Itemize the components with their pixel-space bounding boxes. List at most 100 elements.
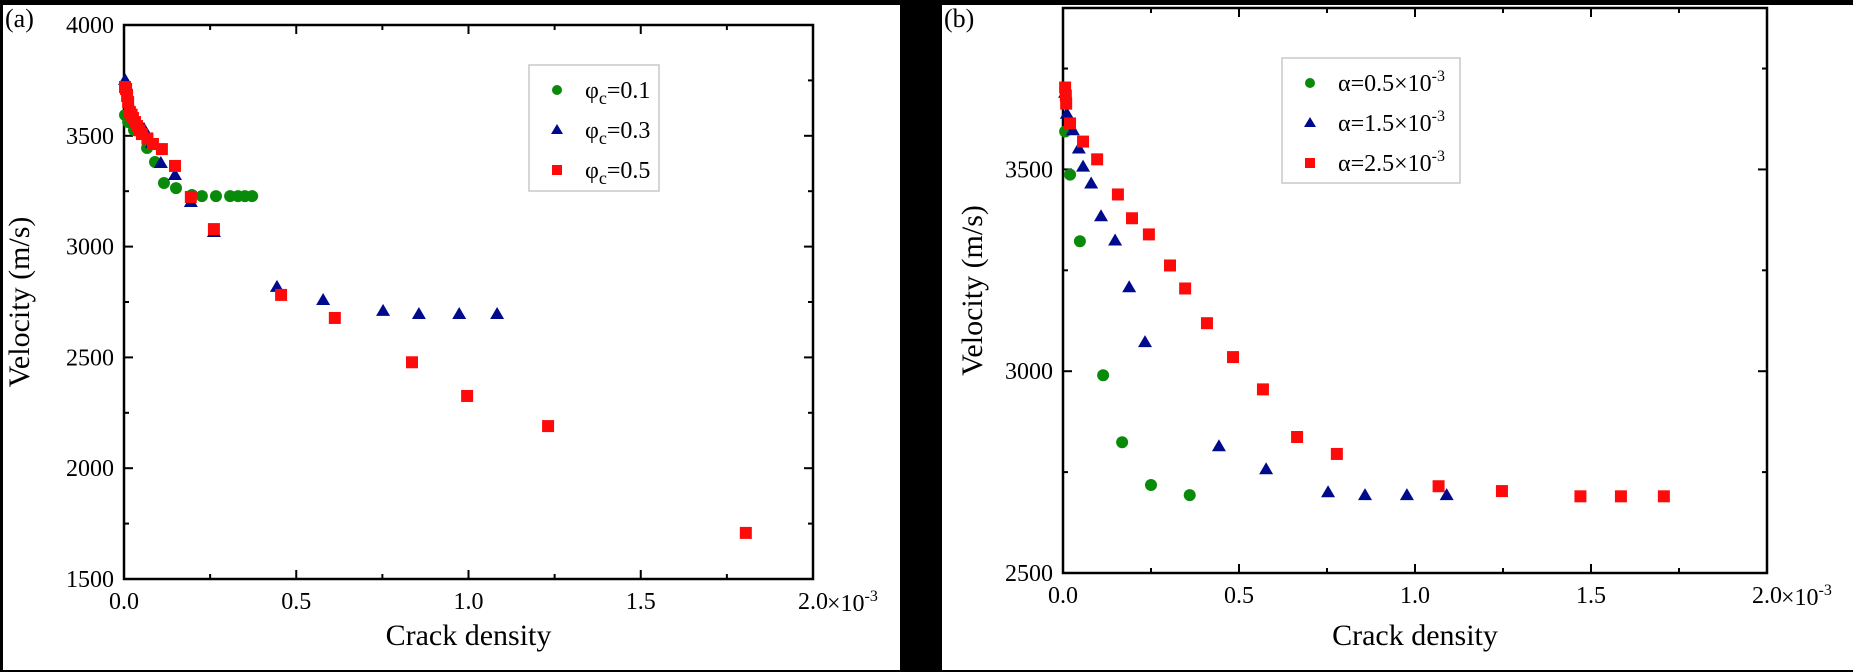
data-point-triangle (1399, 488, 1414, 501)
data-point-circle (1145, 479, 1157, 492)
y-tick-label: 3500 (1005, 157, 1053, 183)
y-axis-label: Velocity (m/s) (956, 205, 989, 376)
data-point-circle (170, 182, 183, 195)
series-square (119, 81, 752, 539)
data-point-square (406, 356, 419, 369)
y-tick-label: 1500 (66, 567, 114, 593)
x-tick-label: 2.0 (798, 589, 828, 615)
data-point-square (275, 288, 288, 301)
y-tick-label: 3000 (1005, 359, 1053, 385)
data-point-square (542, 420, 555, 433)
data-point-triangle (1094, 209, 1109, 222)
legend-value: =0.5 (607, 158, 651, 184)
legend-text: α=2.5×10 (1338, 151, 1432, 177)
panel-label: (a) (5, 5, 34, 33)
series-circle (1059, 125, 1196, 502)
data-point-square (121, 89, 134, 102)
legend-marker-triangle (1304, 117, 1316, 127)
series-square (1059, 81, 1670, 503)
data-point-triangle (411, 306, 426, 319)
data-point-square (184, 190, 197, 203)
y-tick-label: 2500 (66, 345, 114, 371)
data-point-triangle (316, 293, 331, 306)
x-axis-label: Crack density (386, 619, 552, 652)
x-tick-label: 0.0 (1048, 583, 1078, 609)
legend-text: α=0.5×10 (1338, 71, 1432, 97)
data-point-square (1330, 447, 1343, 460)
legend-exponent: -3 (1432, 108, 1445, 125)
legend: φc=0.1φc=0.3φc=0.5 (528, 64, 660, 192)
panel-b: (b) 0.0 0.5 1.0 1.5 2.0 ×10-3 2500 3000 3500 Crack… (942, 5, 1853, 670)
data-point-square (1574, 490, 1587, 503)
x-axis-label: Crack density (1332, 619, 1498, 652)
chart-b: (b)0.0 0.5 1.0 1.5 2.0 ×10-3250030003500Crack… (944, 5, 1832, 652)
data-point-circle (1073, 235, 1086, 248)
data-point-square (1111, 188, 1124, 201)
data-point-circle (1183, 489, 1196, 502)
x-tick-label: 1.5 (1576, 583, 1606, 609)
x-multiplier-base: ×10 (827, 591, 865, 617)
data-point-square (207, 223, 220, 236)
x-tick-label: 0.0 (109, 589, 139, 615)
x-tick-label: 1.5 (626, 589, 656, 615)
legend-symbol: φ (585, 158, 599, 184)
data-point-square (168, 159, 181, 172)
legend-text: α=1.5×10 (1338, 111, 1432, 137)
legend-entry: φc=0.1 (585, 78, 650, 108)
data-point-square (1200, 317, 1213, 330)
legend-value: =0.3 (607, 118, 651, 144)
data-point-square (122, 96, 135, 109)
legend-marker-triangle (551, 124, 563, 134)
legend-entry: α=0.5×10-3 (1338, 68, 1445, 97)
data-point-square (1164, 259, 1177, 272)
data-point-triangle (1358, 488, 1373, 501)
x-tick-label: 1.0 (1400, 583, 1430, 609)
data-point-square (1657, 490, 1670, 503)
data-point-square (739, 526, 752, 539)
data-point-square (1432, 480, 1445, 493)
data-point-square (1091, 153, 1104, 166)
x-tick-label: 0.5 (1224, 583, 1254, 609)
data-point-square (1179, 282, 1192, 295)
data-point-square (155, 143, 168, 156)
data-point-triangle (1059, 106, 1074, 119)
legend-subscript: c (599, 128, 607, 148)
chart-a: (a) 0.0 0.5 1.0 1.5 2.0 ×10-3 1500 2000 2500 3000 3… (3, 5, 878, 652)
data-point-square (1125, 212, 1138, 225)
data-point-triangle (452, 306, 467, 319)
legend-entry: α=2.5×10-3 (1338, 148, 1445, 177)
legend: α=0.5×10-3α=1.5×10-3α=2.5×10-3 (1281, 57, 1461, 184)
data-point-square (1614, 490, 1627, 503)
y-tick-label: 3000 (66, 235, 114, 261)
data-point-square (461, 389, 474, 402)
data-point-triangle (1439, 488, 1454, 501)
x-tick-label: 2.0 (1752, 583, 1782, 609)
x-multiplier-exponent: -3 (865, 588, 878, 605)
legend-subscript: c (599, 88, 607, 108)
legend-exponent: -3 (1432, 148, 1445, 165)
data-point-circle (246, 190, 259, 203)
legend-box (528, 64, 660, 192)
x-multiplier-base: ×10 (1781, 585, 1819, 611)
data-point-circle (1097, 369, 1110, 382)
legend-marker-circle (552, 85, 562, 95)
legend-value: =0.1 (607, 78, 651, 104)
data-point-triangle (490, 306, 505, 319)
data-point-triangle (1076, 159, 1091, 172)
data-point-square (1291, 430, 1304, 443)
y-axis-label: Velocity (m/s) (3, 217, 36, 388)
data-point-triangle (1108, 233, 1123, 246)
legend-subscript: c (599, 168, 607, 188)
data-point-circle (1064, 168, 1077, 181)
data-point-square (1077, 135, 1090, 148)
data-point-triangle (1138, 335, 1153, 348)
data-point-square (1495, 485, 1508, 498)
x-tick-label: 0.5 (281, 589, 311, 615)
legend-marker-circle (1305, 78, 1315, 88)
legend-exponent: -3 (1432, 68, 1445, 85)
data-point-square (1064, 117, 1077, 130)
data-point-circle (195, 190, 208, 203)
y-tick-label: 2500 (1005, 561, 1053, 587)
y-tick-label: 2000 (66, 456, 114, 482)
legend-marker-square (1305, 158, 1315, 168)
